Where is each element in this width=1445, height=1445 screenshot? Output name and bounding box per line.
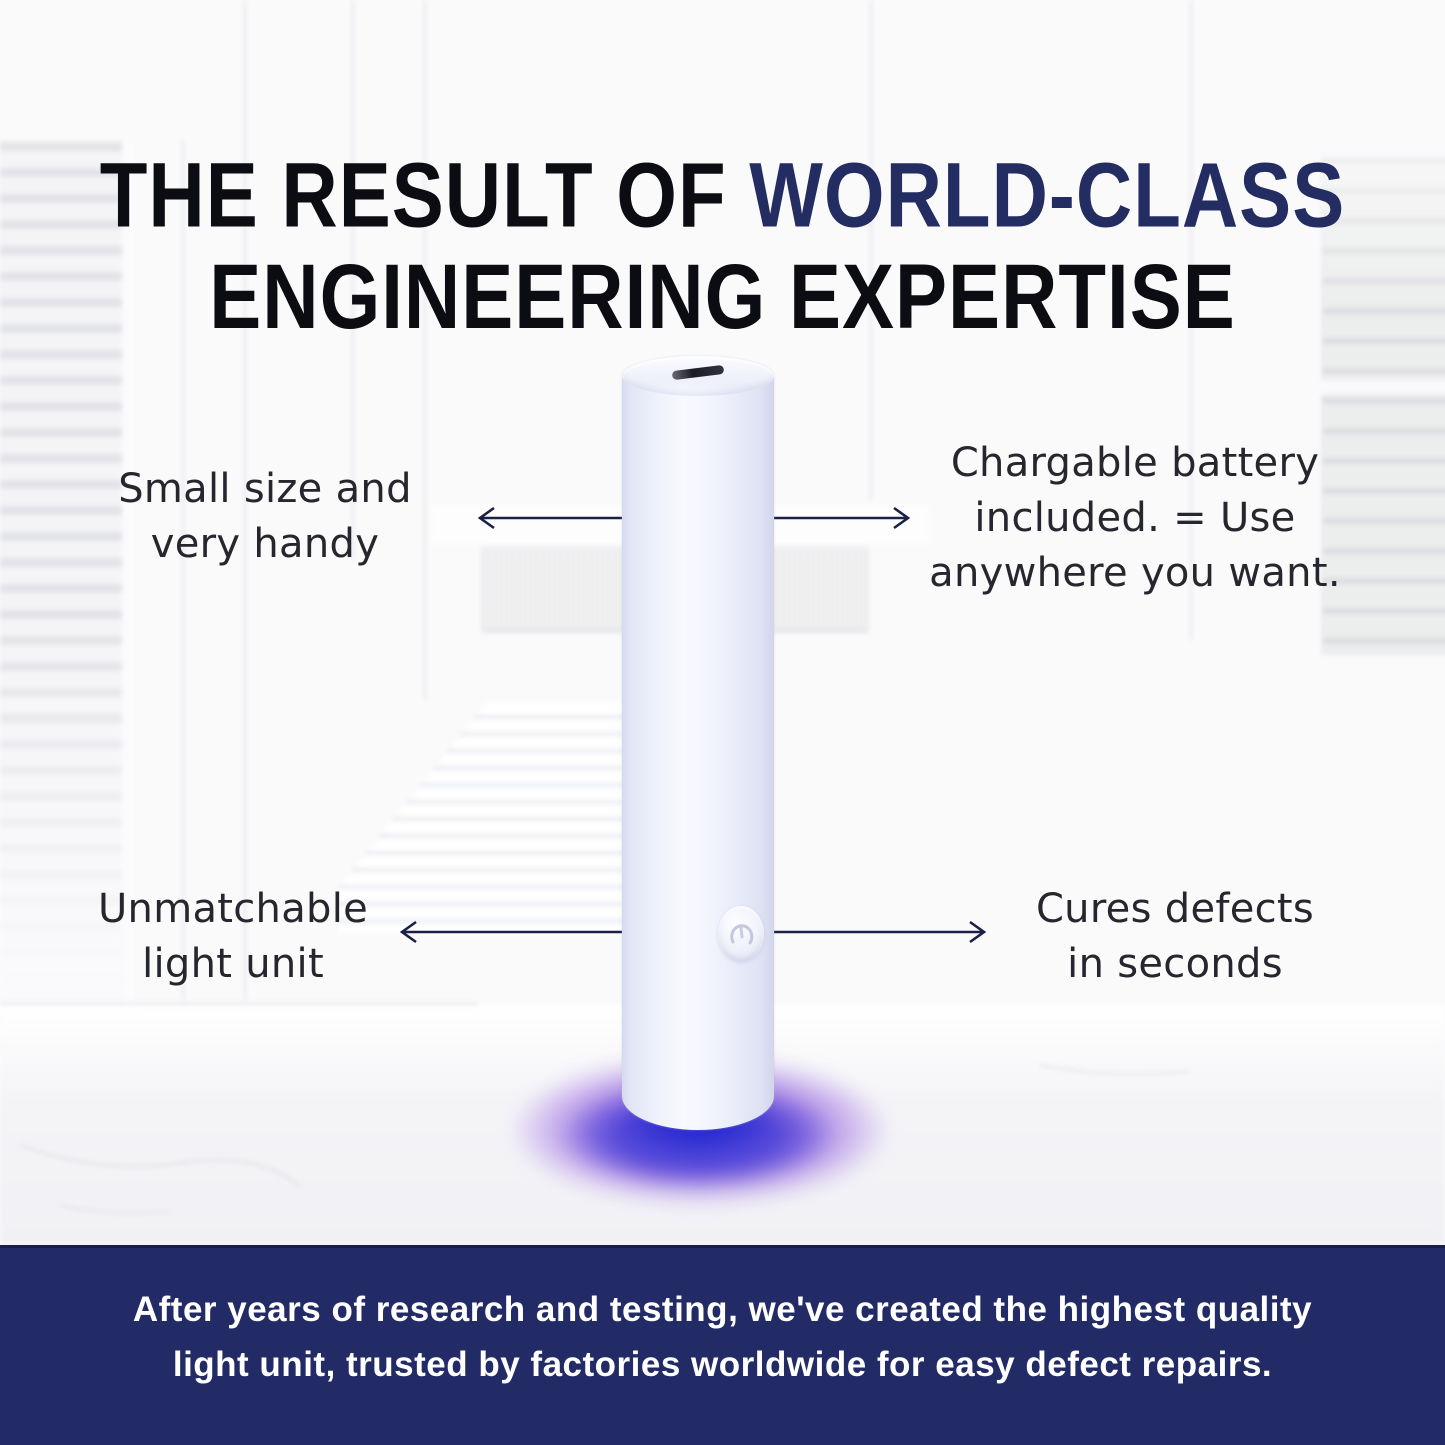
wall-panel-line	[424, 0, 426, 700]
uv-curing-pen	[622, 356, 774, 1130]
left-glass-wall	[0, 142, 134, 1004]
wall-panel-line	[870, 0, 872, 500]
callout-line: Unmatchable	[97, 886, 369, 932]
right-glass-cabinet	[1312, 148, 1445, 664]
headline-line1: THE RESULT OF WORLD-CLASS	[0, 144, 1445, 245]
callout-line: included. = Use	[974, 495, 1296, 541]
callout-light-unit: Unmatchable light unit	[43, 882, 423, 992]
callout-small-size: Small size and very handy	[55, 462, 475, 572]
wall-panel-line	[352, 0, 354, 560]
callout-line: very handy	[150, 521, 380, 567]
headline-prefix: THE RESULT OF	[99, 143, 750, 247]
callout-battery: Chargable battery included. = Use anywhe…	[905, 436, 1365, 601]
callout-line: anywhere you want.	[929, 550, 1341, 596]
callout-line: Small size and	[118, 466, 412, 512]
callout-line: Cures defects	[1035, 886, 1315, 932]
banner-line1: After years of research and testing, we'…	[132, 1290, 1313, 1329]
headline-accent: WORLD-CLASS	[749, 143, 1346, 247]
callout-line: in seconds	[1067, 941, 1283, 987]
wall-floor-seam	[0, 1003, 478, 1005]
power-glyph	[730, 924, 754, 945]
banner-text: After years of research and testing, we'…	[0, 1282, 1445, 1392]
wall-panel-line	[244, 0, 246, 1000]
callout-line: light unit	[142, 941, 324, 987]
callout-cures-defects: Cures defects in seconds	[985, 882, 1365, 992]
wall-panel-line	[182, 140, 184, 1000]
callout-line: Chargable battery	[950, 440, 1320, 486]
bottom-banner: After years of research and testing, we'…	[0, 1245, 1445, 1445]
wall-panel-line	[1190, 0, 1192, 640]
marble-streaks	[19, 1064, 1191, 1214]
headline: THE RESULT OF WORLD-CLASS ENGINEERING EX…	[0, 144, 1445, 347]
banner-line2: light unit, trusted by factories worldwi…	[172, 1345, 1273, 1384]
headline-line2: ENGINEERING EXPERTISE	[209, 244, 1236, 349]
power-button-icon	[718, 906, 764, 962]
